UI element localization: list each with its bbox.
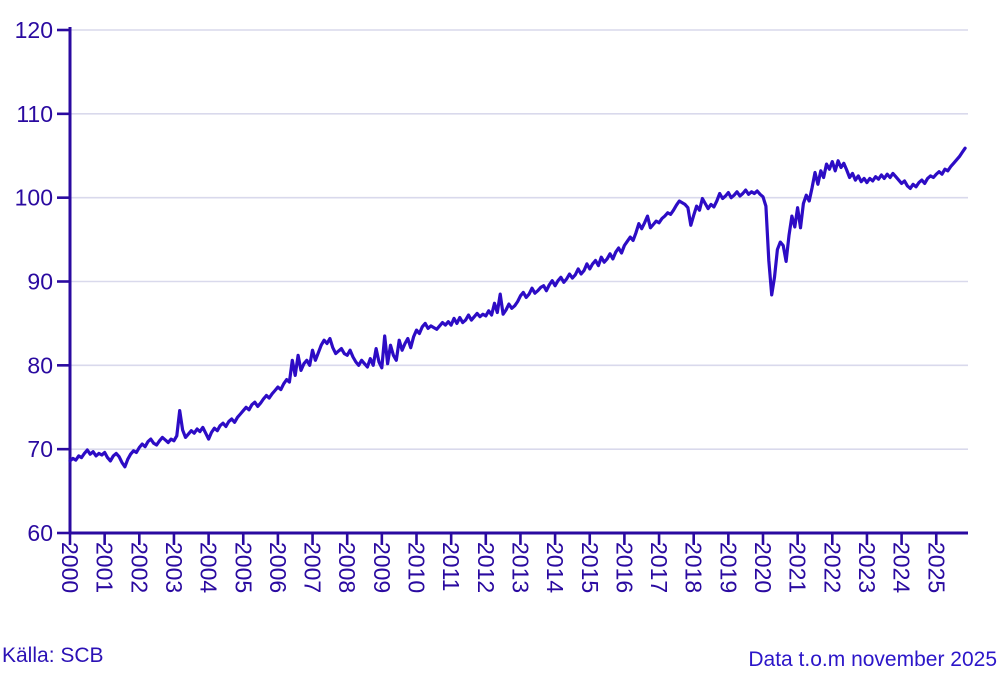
x-tick-label: 2015 [577,542,603,593]
y-tick-label: 100 [15,185,53,211]
x-tick-label: 2025 [923,542,949,593]
x-tick-label: 2019 [715,542,741,593]
x-tick-label: 2001 [92,542,118,593]
x-tick-label: 2002 [126,542,152,593]
x-tick-label: 2006 [265,542,291,593]
x-tick-label: 2022 [819,542,845,593]
x-tick-label: 2024 [889,542,915,593]
x-tick-label: 2021 [785,542,811,593]
data-series-line [68,146,967,469]
data-coverage-label: Data t.o.m november 2025 [748,648,997,671]
x-tick-label: 2014 [542,542,568,593]
x-tick-label: 2010 [404,542,430,593]
x-tick-label: 2011 [438,542,464,591]
y-tick-label: 80 [27,352,53,378]
y-tick-label: 90 [27,269,53,295]
y-tick-label: 110 [16,101,53,127]
line-chart: 60 70 80 90 100 110 120 2000 2001 2002 2003 2004 200… [15,17,968,593]
y-tick-label: 70 [27,436,53,462]
x-tick-label: 2013 [507,542,533,593]
y-tick-label: 60 [27,520,53,546]
x-tick-label: 2023 [854,542,880,593]
x-tick-label: 2007 [300,542,326,593]
x-tick-label: 2018 [681,542,707,593]
x-tick-label: 2003 [161,542,187,593]
source-label: Källa: SCB [2,644,104,667]
x-tick-label: 2005 [230,542,256,593]
x-tick-label: 2020 [750,542,776,593]
x-tick-label: 2004 [196,542,222,593]
x-tick-label: 2017 [646,542,672,593]
x-tick-label: 2008 [334,542,360,593]
x-tick-label: 2009 [369,542,395,593]
y-tick-label: 120 [15,17,53,43]
x-tick-label: 2016 [611,542,637,593]
x-tick-label: 2000 [57,542,83,593]
x-tick-label: 2012 [473,542,499,593]
